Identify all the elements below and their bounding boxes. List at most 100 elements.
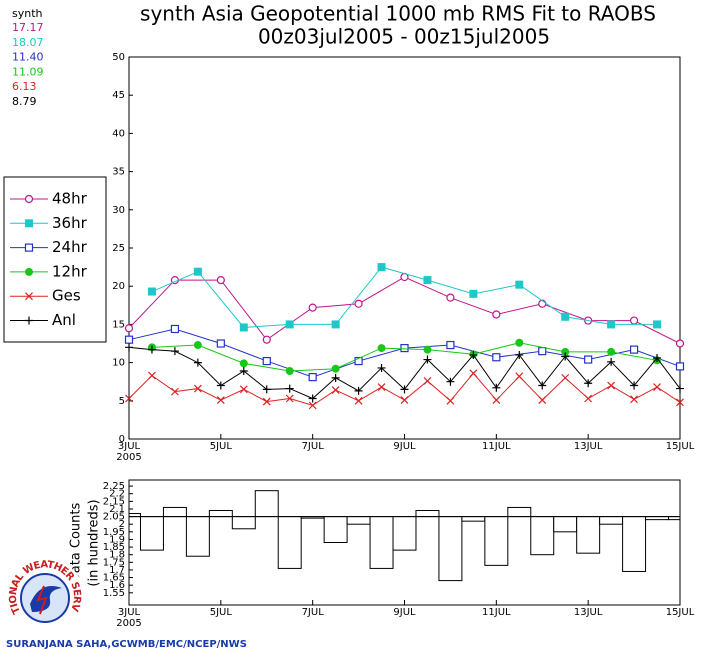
x-tick-label: 5JUL [210, 441, 233, 452]
marker [193, 267, 202, 276]
marker [446, 396, 455, 405]
x-tick-label: 13JUL [574, 441, 603, 452]
marker [170, 324, 180, 334]
marker [285, 394, 294, 403]
marker [538, 347, 547, 356]
marker [377, 263, 386, 272]
series-line [128, 328, 681, 378]
marker [377, 383, 386, 391]
stat-value: 8.79 [12, 95, 37, 108]
marker [25, 267, 33, 276]
footer: SURANJANA SAHA,GCWMB/EMC/NCEP/NWS [6, 639, 247, 650]
marker [515, 338, 524, 347]
marker [538, 381, 547, 390]
legend-label: Anl [52, 311, 76, 329]
marker [239, 323, 248, 332]
y-tick-label: 10 [112, 358, 125, 369]
marker [354, 386, 363, 395]
y-tick-label: 45 [112, 90, 125, 101]
marker [285, 384, 294, 393]
marker [446, 340, 455, 350]
count-bar [369, 516, 394, 569]
marker [469, 350, 478, 359]
x-tick-label: 9JUL [393, 607, 416, 618]
marker [147, 287, 156, 296]
marker [629, 316, 639, 325]
x-tick-label: 7JUL [302, 607, 325, 618]
count-bar [484, 516, 509, 566]
x-tick-label: 11JUL [482, 607, 511, 618]
y-tick-label: 2.25 [103, 481, 125, 492]
y-tick-label: 2.1 [109, 504, 125, 515]
marker [193, 341, 202, 350]
marker [331, 386, 340, 395]
marker [239, 359, 248, 368]
legend-label: Ges [52, 287, 81, 305]
marker [607, 357, 616, 366]
count-bar [553, 516, 578, 533]
marker [354, 396, 363, 405]
marker [515, 350, 524, 359]
marker [331, 373, 340, 382]
y-tick-label: 5 [119, 396, 125, 407]
x-tick-label: 9JUL [393, 441, 416, 452]
marker [24, 243, 34, 252]
marker [308, 401, 317, 410]
marker [285, 367, 294, 376]
legend-label: 48hr [52, 190, 88, 208]
count-bar [346, 516, 371, 525]
stat-value: 11.09 [12, 65, 44, 78]
series-line [128, 276, 681, 344]
marker [239, 385, 248, 394]
marker [561, 352, 570, 361]
marker [285, 320, 294, 329]
marker [262, 397, 271, 406]
x-tick-label: 7JUL [302, 441, 325, 452]
marker [148, 371, 156, 380]
count-bar [162, 506, 187, 518]
stats-title: synth [12, 7, 43, 20]
y-tick-label: 50 [112, 52, 125, 63]
count-bar [231, 516, 256, 530]
marker [216, 275, 225, 285]
marker [354, 299, 363, 308]
y-tick-label: 15 [112, 319, 125, 330]
marker [492, 310, 501, 319]
marker [675, 339, 685, 348]
marker [400, 396, 409, 404]
count-bar [576, 516, 601, 554]
marker [239, 367, 248, 376]
marker [561, 312, 570, 321]
x-tick-label: 15JUL [666, 441, 695, 452]
marker [423, 276, 432, 285]
marker [561, 373, 570, 382]
marker [25, 219, 33, 228]
marker [193, 384, 202, 393]
marker [124, 335, 134, 344]
y-tick-label: 1.75 [103, 557, 125, 568]
marker [515, 280, 524, 289]
count-bar [185, 516, 210, 557]
marker [584, 394, 593, 403]
marker [446, 377, 455, 386]
marker [354, 356, 363, 366]
marker [25, 316, 33, 325]
count-bar [254, 490, 279, 518]
marker [308, 394, 317, 403]
y-tick-label: 1.55 [103, 588, 125, 599]
marker [469, 369, 478, 378]
marker [676, 398, 684, 407]
marker [331, 320, 340, 329]
y-tick-label: 40 [112, 128, 125, 139]
count-bar [622, 516, 647, 572]
x-tick-label: 13JUL [574, 607, 603, 618]
marker [216, 339, 225, 348]
x-tick-label: 11JUL [482, 441, 511, 452]
series-line [151, 342, 658, 372]
marker [400, 385, 409, 394]
y-tick-label: 2.15 [103, 496, 125, 507]
chart-subtitle: 00z03jul2005 - 00z15jul2005 [258, 25, 550, 49]
stat-value: 18.07 [12, 36, 44, 49]
